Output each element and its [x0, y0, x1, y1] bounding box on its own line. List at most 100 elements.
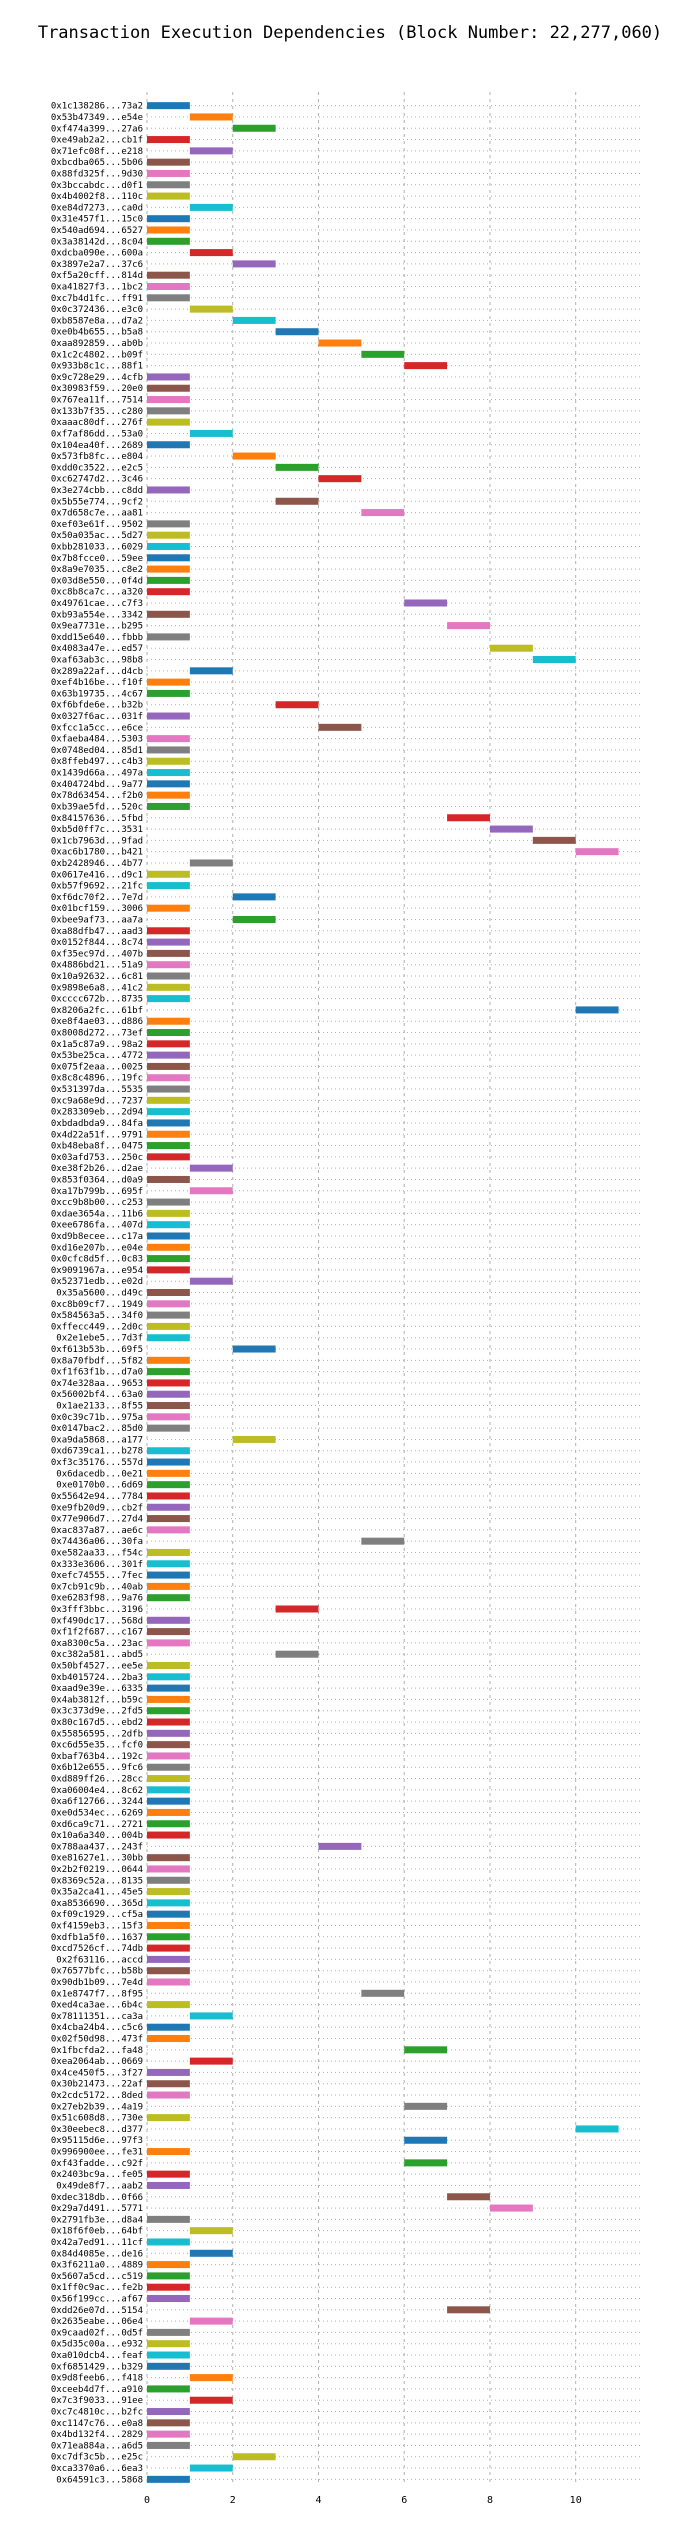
tx-bar — [404, 2046, 448, 2054]
tx-label: 0x1ae2133...8f55 — [56, 1402, 143, 1412]
x-tick-label: 4 — [315, 2495, 321, 2506]
tx-bar — [147, 1967, 190, 1975]
tx-label: 0x0cfc8d5f...0c83 — [51, 1255, 143, 1265]
tx-label: 0x18f6f0eb...64bf — [51, 2227, 143, 2237]
tx-label: 0x2cdc5172...8ded — [51, 2091, 143, 2101]
x-tick-label: 10 — [570, 2495, 582, 2506]
tx-label: 0xa06004e4...8c62 — [51, 1786, 143, 1796]
tx-bar — [147, 1718, 190, 1726]
tx-label: 0x10a6a340...004b — [51, 1831, 143, 1841]
tx-label: 0x56f199cc...af67 — [51, 2294, 143, 2304]
tx-label: 0x53b47349...e54e — [51, 113, 143, 123]
tx-label: 0xd9b8ecee...c17a — [51, 1232, 143, 1242]
tx-bar — [232, 1435, 276, 1443]
tx-label: 0xac837a87...ae6c — [51, 1526, 143, 1536]
tx-label: 0xa8536690...365d — [51, 1899, 143, 1909]
tx-bar — [147, 2419, 190, 2427]
tx-label: 0xf6bfde6e...b32b — [51, 701, 143, 711]
tx-label: 0x531397da...5535 — [51, 1085, 143, 1095]
tx-label: 0xbcdba065...5b06 — [51, 158, 143, 168]
tx-bar — [147, 294, 190, 302]
tx-label: 0xc7b4d1fc...ff91 — [51, 294, 143, 304]
tx-bar — [147, 870, 190, 878]
tx-label: 0x788aa437...243f — [51, 1842, 143, 1852]
tx-label: 0x1ff0c9ac...fe2b — [51, 2283, 143, 2293]
tx-bar — [147, 1424, 190, 1432]
tx-label: 0x78111351...ca3a — [51, 2012, 143, 2022]
tx-bar — [147, 689, 190, 697]
tx-label: 0x9091967a...e954 — [51, 1266, 143, 1276]
tx-label: 0xac6b1780...b421 — [51, 848, 143, 858]
tx-label: 0xb48eba8f...0475 — [51, 1142, 143, 1152]
tx-label: 0x1cb7963d...9fad — [51, 836, 143, 846]
tx-label: 0x4b4002f8...110c — [51, 192, 143, 202]
tx-label: 0xa010dcb4...feaf — [51, 2351, 143, 2361]
tx-label: 0xf474a399...27a6 — [51, 124, 143, 134]
tx-label: 0xdd26e07d...5154 — [51, 2306, 143, 2316]
tx-bar — [147, 407, 190, 415]
tx-label: 0x0c39c71b...975a — [51, 1413, 143, 1423]
tx-bar — [147, 237, 190, 245]
tx-bar — [147, 1175, 190, 1183]
tx-label: 0x2635eabe...06e4 — [51, 2317, 143, 2327]
tx-bar — [318, 723, 362, 731]
tx-label: 0x64591c3...5868 — [56, 2475, 143, 2485]
tx-label: 0x0152f844...8c74 — [51, 938, 143, 948]
tx-bar — [532, 656, 576, 664]
tx-bar — [404, 2159, 448, 2167]
tx-bar — [147, 2340, 190, 2348]
tx-bar — [147, 791, 190, 799]
tx-label: 0x0617e416...d9c1 — [51, 870, 143, 880]
tx-bar — [189, 203, 233, 211]
tx-bar — [147, 588, 190, 596]
tx-bar — [147, 2294, 190, 2302]
tx-label: 0x7c3f9033...91ee — [51, 2396, 143, 2406]
tx-label: 0xf1f63f1b...d7a0 — [51, 1368, 143, 1378]
tx-label: 0x8ffeb497...c4b3 — [51, 757, 143, 767]
tx-bar — [147, 2181, 190, 2189]
tx-bar — [147, 192, 190, 200]
tx-bar — [147, 542, 190, 550]
tx-bar — [189, 429, 233, 437]
tx-bar — [147, 1616, 190, 1624]
tx-bar — [147, 2215, 190, 2223]
tx-bar — [189, 147, 233, 155]
tx-bar — [147, 802, 190, 810]
tx-label: 0xaf63ab3c...98b8 — [51, 656, 143, 666]
tx-label: 0x2791fb3e...d8a4 — [51, 2215, 143, 2225]
tx-bar — [489, 825, 533, 833]
tx-bar — [189, 2227, 233, 2235]
tx-bar — [147, 972, 190, 980]
tx-label: 0x133b7f35...c280 — [51, 407, 143, 417]
tx-bar — [147, 1820, 190, 1828]
tx-label: 0x71efc08f...e218 — [51, 147, 143, 157]
tx-label: 0xdae3654a...11b6 — [51, 1209, 143, 1219]
tx-bar — [489, 2204, 533, 2212]
tx-label: 0x4886bd21...51a9 — [51, 961, 143, 971]
tx-bar — [361, 350, 405, 358]
tx-bar — [147, 1311, 190, 1319]
tx-label: 0xc6d55e35...fcf0 — [51, 1741, 143, 1751]
tx-bar — [147, 1831, 190, 1839]
tx-bar — [189, 2396, 233, 2404]
tx-label: 0x01bcf159...3006 — [51, 904, 143, 914]
tx-label: 0x2f63116...accd — [56, 1955, 143, 1965]
tx-label: 0xe81627e1...30bb — [51, 1854, 143, 1864]
tx-bar — [147, 2328, 190, 2336]
tx-label: 0x56002bf4...63a0 — [51, 1390, 143, 1400]
tx-bar — [147, 1243, 190, 1251]
tx-bar — [147, 1695, 190, 1703]
tx-label: 0xd6ca9c71...2721 — [51, 1820, 143, 1830]
tx-bar — [147, 2351, 190, 2359]
tx-label: 0x4ab3812f...b59c — [51, 1695, 143, 1705]
tx-label: 0x74e328aa...9653 — [51, 1379, 143, 1389]
tx-label: 0x767ea11f...7514 — [51, 396, 143, 406]
tx-label: 0x8a70fbdf...5f82 — [51, 1356, 143, 1366]
tx-label: 0x4bd132f4...2829 — [51, 2430, 143, 2440]
tx-bar — [147, 2001, 190, 2009]
tx-label: 0xc8b8ca7c...a320 — [51, 588, 143, 598]
tx-bar — [232, 2453, 276, 2461]
tx-bar — [147, 1910, 190, 1918]
tx-label: 0x9ea7731e...b295 — [51, 622, 143, 632]
tx-bar — [147, 769, 190, 777]
